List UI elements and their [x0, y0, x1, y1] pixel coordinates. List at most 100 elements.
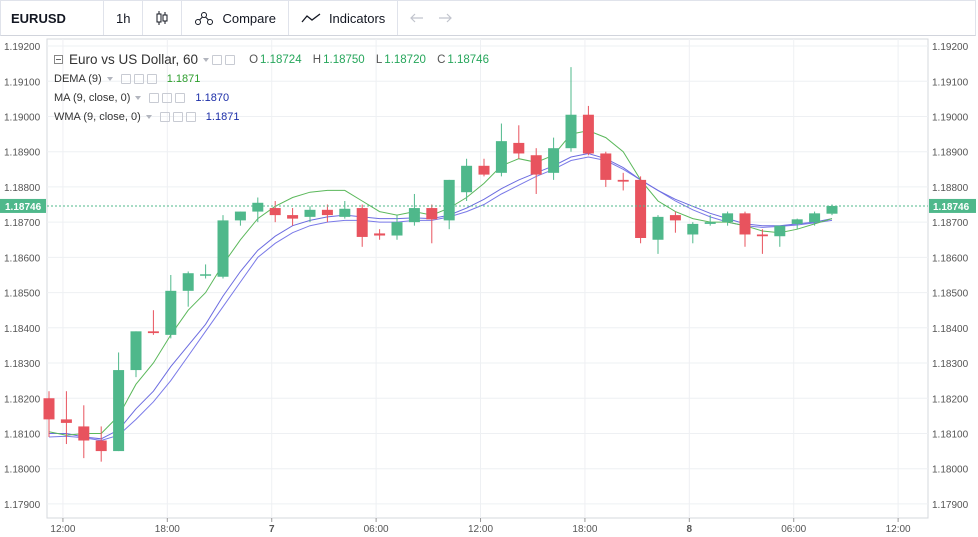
- visibility-icon[interactable]: [159, 112, 170, 122]
- visibility-icon[interactable]: [120, 74, 131, 84]
- chart-style-button[interactable]: [143, 1, 183, 35]
- x-tick-label: 12:00: [50, 524, 75, 535]
- candle-up: [252, 202, 264, 212]
- indicators-button[interactable]: Indicators: [289, 1, 399, 35]
- candle-down: [95, 440, 107, 452]
- undo-redo-group: [398, 1, 464, 35]
- y-tick-label-left: 1.19000: [4, 112, 41, 123]
- price-axes: 1.17900 1.17900 1.18000 1.18000 1.18100 1.181…: [0, 42, 976, 511]
- close-icon[interactable]: [185, 112, 196, 122]
- candle-down: [269, 208, 281, 216]
- y-tick-label-right: 1.18300: [932, 359, 969, 370]
- y-tick-label-left: 1.18600: [4, 253, 41, 264]
- chevron-down-icon[interactable]: [135, 96, 142, 100]
- indicator-value: 1.1871: [166, 73, 201, 85]
- plot-frame: [46, 38, 929, 519]
- compare-icon: [194, 10, 214, 26]
- y-tick-label-left: 1.18400: [4, 324, 41, 335]
- candle-up: [408, 208, 420, 223]
- close-icon[interactable]: [175, 93, 186, 103]
- price-chart[interactable]: 1.17900 1.17900 1.18000 1.18000 1.18100 1.181…: [0, 36, 978, 537]
- candle-up: [182, 273, 194, 291]
- last-price-label-left: 1.18746: [5, 202, 42, 213]
- candle-up: [565, 114, 577, 149]
- indicators-icon: [301, 12, 321, 24]
- chart-toolbar: EURUSD 1h Compare Indicators: [0, 0, 976, 36]
- symbol-search-button[interactable]: EURUSD: [1, 1, 104, 35]
- candle-up: [130, 331, 142, 371]
- y-tick-label-right: 1.18600: [932, 253, 969, 264]
- y-tick-label-right: 1.18000: [932, 465, 969, 476]
- chevron-down-icon[interactable]: [106, 77, 113, 81]
- y-tick-label-left: 1.18200: [4, 394, 41, 405]
- open-key: O: [249, 53, 259, 66]
- close-value: 1.18746: [447, 53, 489, 66]
- candles: [43, 67, 838, 462]
- chevron-down-icon[interactable]: [203, 57, 210, 62]
- last-price-badge-right: [929, 198, 976, 213]
- y-tick-label-left: 1.18800: [4, 183, 41, 194]
- candle-up: [495, 141, 507, 173]
- candle-up: [687, 223, 699, 235]
- y-tick-label-left: 1.18300: [4, 359, 41, 370]
- x-tick-label: 12:00: [886, 524, 911, 535]
- high-key: H: [312, 53, 322, 66]
- candle-up: [791, 219, 803, 224]
- y-tick-label-left: 1.19100: [4, 77, 41, 88]
- interval-label: 1h: [116, 10, 131, 26]
- gear-icon[interactable]: [172, 112, 183, 122]
- x-tick-label: 8: [687, 524, 693, 535]
- candle-down: [478, 165, 490, 175]
- candle-down: [374, 233, 386, 236]
- gear-icon[interactable]: [133, 74, 144, 84]
- close-icon[interactable]: [146, 74, 157, 84]
- indicator-lines: [48, 130, 833, 442]
- candle-down: [669, 215, 681, 221]
- candle-down: [600, 153, 612, 180]
- x-tick-label: 12:00: [468, 524, 493, 535]
- visibility-icon[interactable]: [212, 54, 223, 65]
- candle-down: [426, 208, 438, 220]
- redo-icon[interactable]: [438, 12, 453, 24]
- collapse-legend-icon[interactable]: [54, 55, 63, 64]
- legend-indicator-ma[interactable]: MA (9, close, 0) 1.1870: [54, 92, 229, 104]
- y-tick-label-right: 1.18200: [932, 394, 969, 405]
- y-tick-label-right: 1.19200: [932, 42, 969, 53]
- y-tick-label-right: 1.18500: [932, 289, 969, 300]
- symbol-label: EURUSD: [11, 10, 66, 26]
- indicator-label: DEMA (9): [54, 73, 102, 85]
- legend-title: Euro vs US Dollar, 60: [69, 52, 199, 67]
- y-tick-label-left: 1.18700: [4, 218, 41, 229]
- ma-line: [49, 152, 833, 440]
- chevron-down-icon[interactable]: [145, 115, 152, 119]
- wma-line: [48, 156, 833, 442]
- candle-down: [635, 179, 647, 238]
- x-tick-label: 18:00: [572, 524, 597, 535]
- dema-line: [48, 130, 833, 436]
- gear-icon[interactable]: [162, 93, 173, 103]
- y-tick-label-right: 1.18100: [932, 429, 969, 440]
- candle-up: [165, 290, 177, 335]
- low-value: 1.18720: [384, 53, 426, 66]
- interval-button[interactable]: 1h: [104, 1, 144, 35]
- x-tick-label: 06:00: [364, 524, 389, 535]
- candle-up: [774, 225, 786, 237]
- indicator-label: WMA (9, close, 0): [54, 111, 141, 123]
- open-value: 1.18724: [260, 53, 302, 66]
- y-tick-label-right: 1.18700: [932, 218, 969, 229]
- undo-icon[interactable]: [410, 12, 424, 24]
- legend-indicator-wma[interactable]: WMA (9, close, 0) 1.1871: [54, 111, 239, 123]
- candle-down: [582, 114, 594, 154]
- time-axis: 12:00 18:00 7 06:00 12:00 18:00 8 06:00 12:00: [50, 518, 911, 535]
- legend-title-row: Euro vs US Dollar, 60 O 1.18724 H 1.18750 …: [54, 52, 489, 67]
- candle-up: [339, 208, 351, 217]
- y-tick-label-right: 1.18400: [932, 324, 969, 335]
- candle-up: [722, 213, 734, 223]
- compare-button[interactable]: Compare: [182, 1, 289, 35]
- x-tick-label: 7: [269, 524, 275, 535]
- visibility-icon[interactable]: [149, 93, 160, 103]
- legend-indicator-dema[interactable]: DEMA (9) 1.1871: [54, 73, 200, 85]
- candle-up: [704, 222, 716, 224]
- candle-up: [461, 165, 473, 193]
- gear-icon[interactable]: [225, 54, 236, 65]
